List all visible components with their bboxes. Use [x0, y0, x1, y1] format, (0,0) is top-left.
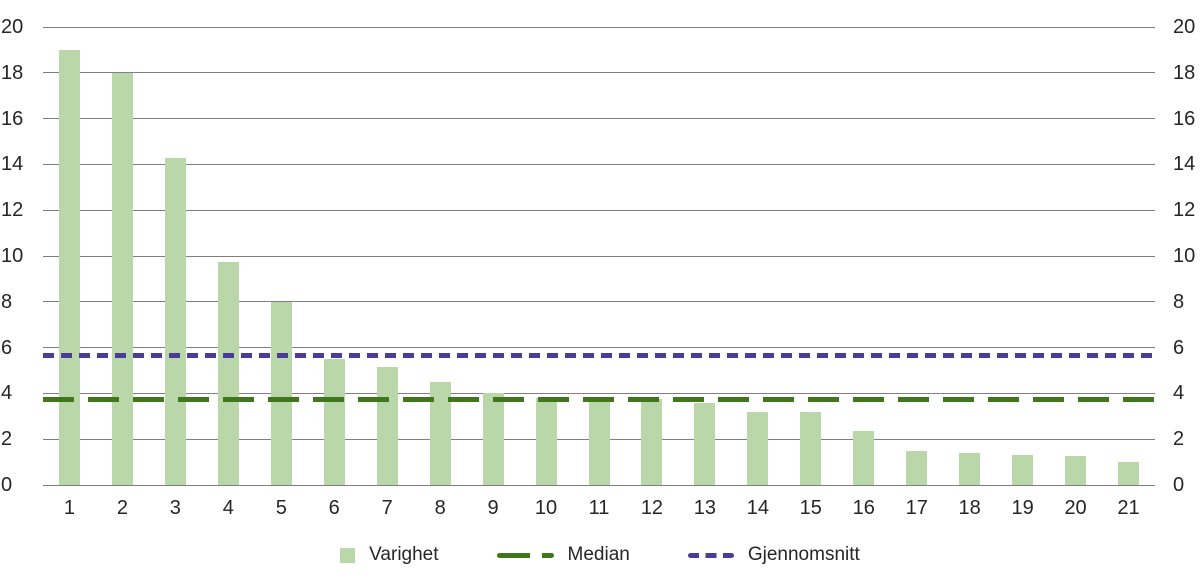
bar-11: [588, 397, 610, 485]
bar-2: [111, 72, 133, 485]
gridline-y-10: [43, 255, 1155, 257]
legend: Varighet Median Gjennomsnitt: [0, 544, 1200, 566]
xtick-2: 2: [116, 497, 128, 519]
ytick-right-18: 18: [1173, 61, 1196, 84]
bar-15: [800, 411, 822, 485]
legend-item-varighet: Varighet: [340, 544, 439, 566]
ytick-left-14: 14: [1, 153, 24, 176]
bar-3: [164, 157, 186, 485]
ytick-right-12: 12: [1173, 199, 1196, 222]
varighet-swatch-icon: [340, 547, 356, 563]
bar-13: [694, 402, 716, 485]
ytick-right-6: 6: [1173, 336, 1185, 359]
xtick-4: 4: [222, 497, 234, 519]
ytick-left-0: 0: [1, 474, 13, 496]
xtick-8: 8: [434, 497, 446, 519]
gjennomsnitt-line: [43, 353, 1155, 359]
xtick-19: 19: [1011, 497, 1034, 519]
median-dash-icon: [496, 552, 554, 558]
ytick-right-14: 14: [1173, 153, 1196, 176]
ytick-right-0: 0: [1173, 474, 1185, 496]
bar-5: [270, 301, 292, 485]
plot-area: [43, 26, 1155, 486]
ytick-right-4: 4: [1173, 382, 1185, 405]
xtick-12: 12: [640, 497, 664, 519]
bar-21: [1118, 462, 1140, 485]
xtick-7: 7: [381, 497, 393, 519]
xtick-21: 21: [1117, 497, 1140, 519]
xtick-16: 16: [852, 497, 875, 519]
bar-10: [535, 397, 557, 485]
bar-20: [1065, 456, 1087, 485]
ytick-left-8: 8: [1, 290, 13, 313]
gridline-y-12: [43, 209, 1155, 211]
ytick-right-16: 16: [1173, 107, 1196, 130]
gjennomsnitt-dash-icon: [687, 552, 734, 558]
bar-16: [853, 431, 875, 485]
bar-14: [747, 411, 769, 485]
ytick-left-16: 16: [1, 107, 24, 130]
gridline-y-14: [43, 163, 1155, 165]
gridline-y-16: [43, 118, 1155, 120]
xtick-15: 15: [799, 497, 822, 519]
bar-4: [217, 261, 239, 485]
ytick-left-6: 6: [1, 336, 13, 359]
xtick-1: 1: [63, 497, 76, 519]
legend-label-median: Median: [567, 544, 630, 565]
xtick-14: 14: [746, 497, 769, 519]
median-line: [43, 396, 1155, 402]
bar-19: [1012, 455, 1034, 485]
bar-8: [429, 381, 451, 485]
xtick-3: 3: [169, 497, 181, 519]
gridline-y-18: [43, 72, 1155, 74]
bar-9: [482, 393, 504, 485]
ytick-left-18: 18: [1, 61, 24, 84]
gridline-y-8: [43, 301, 1155, 303]
bar-7: [376, 367, 398, 485]
ytick-left-20: 20: [1, 16, 24, 38]
xtick-20: 20: [1064, 497, 1087, 519]
ytick-right-2: 2: [1173, 428, 1185, 451]
xtick-9: 9: [487, 497, 499, 519]
ytick-right-8: 8: [1173, 290, 1185, 313]
ytick-left-10: 10: [1, 245, 24, 267]
gridline-y-20: [43, 26, 1155, 28]
ytick-right-10: 10: [1173, 245, 1196, 267]
xtick-5: 5: [275, 497, 287, 519]
xtick-10: 10: [534, 497, 558, 519]
xtick-13: 13: [693, 497, 717, 519]
gridline-y-6: [43, 347, 1155, 349]
xtick-17: 17: [905, 497, 928, 519]
legend-item-median: Median: [496, 544, 630, 566]
xtick-18: 18: [958, 497, 981, 519]
bar-17: [906, 450, 928, 485]
bar-6: [323, 359, 345, 485]
gridline-y-0: [43, 484, 1155, 486]
bar-1: [58, 49, 80, 485]
ytick-left-4: 4: [1, 382, 13, 405]
bar-12: [641, 399, 663, 485]
gridline-y-4: [43, 392, 1155, 394]
ytick-right-20: 20: [1173, 16, 1196, 38]
ytick-left-2: 2: [1, 428, 13, 451]
legend-item-gjennomsnitt: Gjennomsnitt: [687, 544, 860, 566]
xtick-11: 11: [588, 497, 610, 519]
legend-label-gjennomsnitt: Gjennomsnitt: [747, 544, 860, 565]
bar-18: [959, 452, 981, 485]
xtick-6: 6: [328, 497, 340, 519]
ytick-left-12: 12: [1, 199, 24, 222]
legend-label-varighet: Varighet: [369, 544, 439, 565]
